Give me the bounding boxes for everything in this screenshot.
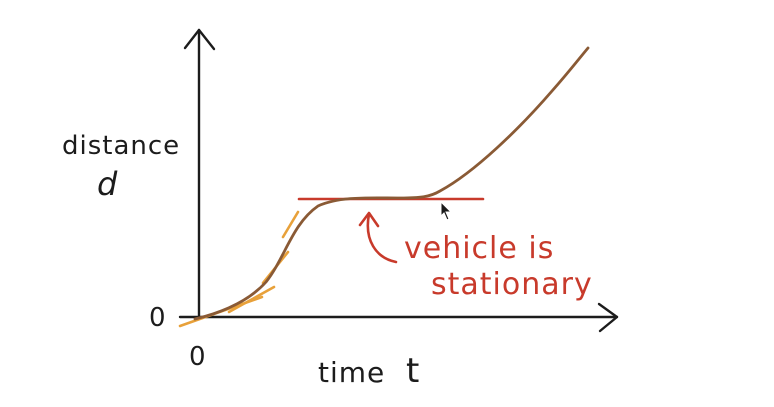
y-axis-arrowhead [183,28,216,51]
x-axis-label-t: t [406,351,420,391]
annotation-arrow-head [358,211,380,228]
y-origin-label: 0 [149,303,167,333]
x-axis-label-time: time [318,356,385,389]
distance-curve [193,46,590,321]
annotation-text-line1: vehicle is [404,231,554,266]
tangent-lines [178,210,300,328]
x-origin-label: 0 [189,342,207,372]
tangent-line-upper [281,210,300,239]
annotation-arrow-stem [366,212,398,264]
y-axis-label-distance: distance [62,131,180,161]
axes [178,28,619,333]
y-axis-label-d: d [97,165,118,203]
x-axis-arrowhead [597,302,619,333]
annotation-text-line2: stationary [431,267,593,302]
tangent-line-lower [227,285,276,314]
mouse-pointer-icon [440,200,453,221]
annotation-arrow [358,211,398,264]
